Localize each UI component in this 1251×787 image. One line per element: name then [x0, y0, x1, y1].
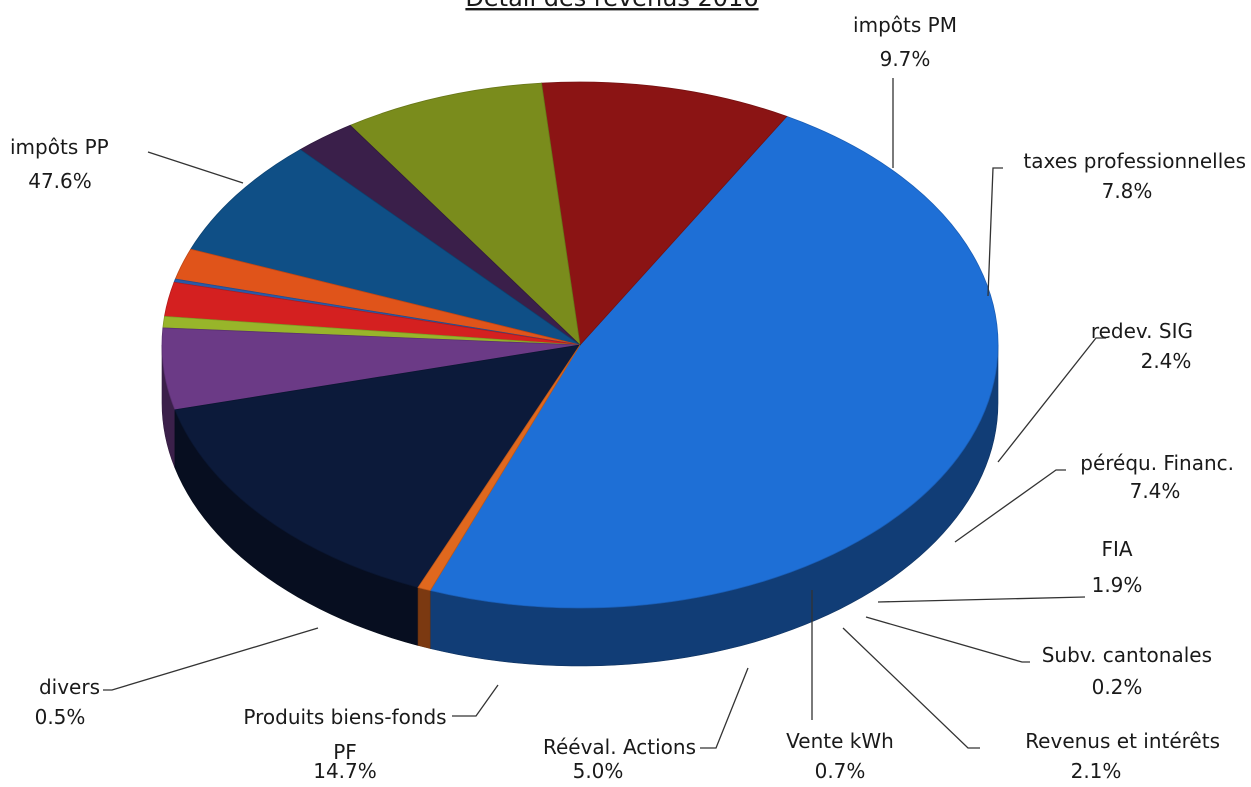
leader-line-11 — [103, 627, 319, 691]
slice-side-11 — [417, 587, 431, 649]
pie-slice-10 — [174, 344, 581, 588]
data-label-percent-10: 14.7% — [313, 759, 377, 783]
data-label-percent-7: 2.1% — [1071, 759, 1122, 783]
data-label-10: Produits biens-fonds PF — [243, 705, 446, 764]
pie-slice-0 — [429, 115, 999, 609]
chart-title: Détail des revenus 2016 — [465, 0, 758, 12]
leader-line-0 — [147, 151, 244, 184]
leader-line-9 — [700, 667, 749, 749]
leader-line-4 — [954, 469, 1066, 543]
data-label-6: Subv. cantonales — [1042, 643, 1212, 667]
leader-line-3 — [997, 337, 1106, 463]
pie-sides — [161, 344, 999, 667]
data-label-percent-8: 0.7% — [815, 759, 866, 783]
data-label-5: FIA — [1101, 537, 1132, 561]
pie-slice-1 — [541, 81, 788, 346]
leader-line-10 — [452, 684, 499, 717]
pie-slice-4 — [190, 149, 581, 346]
data-label-percent-5: 1.9% — [1092, 573, 1143, 597]
data-label-percent-2: 7.8% — [1102, 179, 1153, 203]
pie-slice-2 — [349, 82, 581, 347]
data-label-4: péréqu. Financ. — [1080, 451, 1234, 475]
data-label-percent-1: 9.7% — [880, 47, 931, 71]
data-label-percent-4: 7.4% — [1130, 479, 1181, 503]
data-label-9: Rééval. Actions — [543, 735, 696, 759]
leader-line-2 — [987, 167, 1003, 297]
leader-line-6 — [865, 616, 1030, 663]
data-label-7: Revenus et intérêts — [1025, 729, 1220, 753]
data-label-2: taxes professionnelles — [1023, 149, 1246, 173]
pie-slice-11 — [417, 344, 581, 591]
data-label-percent-3: 2.4% — [1141, 349, 1192, 373]
data-label-1: impôts PM — [853, 13, 957, 37]
data-label-percent-6: 0.2% — [1092, 675, 1143, 699]
data-label-percent-0: 47.6% — [28, 169, 92, 193]
data-label-3: redev. SIG — [1091, 319, 1193, 343]
data-label-percent-9: 5.0% — [573, 759, 624, 783]
pie-top-faces — [161, 81, 999, 609]
data-label-11: divers — [39, 675, 100, 699]
data-label-8: Vente kWh — [786, 729, 894, 753]
data-label-0: impôts PP — [10, 135, 109, 159]
data-labels: impôts PP 47.6% impôts PM 9.7% taxes profess… — [10, 13, 1246, 783]
leader-lines — [103, 78, 1106, 749]
leader-line-7 — [842, 627, 980, 749]
leader-line-5 — [877, 596, 1086, 603]
data-label-percent-11: 0.5% — [35, 705, 86, 729]
